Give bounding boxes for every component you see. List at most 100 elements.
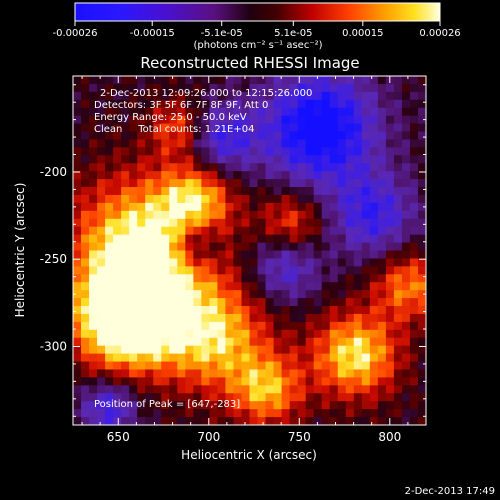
heatmap-cell: [321, 155, 331, 164]
heatmap-cell: [73, 202, 82, 212]
heatmap-cell: [137, 202, 146, 212]
heatmap-cell: [201, 266, 210, 275]
heatmap-cell: [321, 91, 331, 101]
heatmap-cell: [217, 321, 227, 331]
heatmap-cell: [257, 83, 267, 93]
heatmap-cell: [265, 99, 275, 109]
heatmap-cell: [401, 115, 411, 125]
heatmap-cell: [297, 218, 307, 228]
heatmap-cell: [97, 242, 106, 252]
heatmap-cell: [113, 107, 122, 117]
heatmap-cell: [273, 107, 283, 117]
heatmap-cell: [169, 187, 178, 196]
heatmap-cell: [321, 266, 331, 275]
heatmap-cell: [385, 234, 395, 244]
y-tick-label: -250: [40, 252, 67, 266]
heatmap-cell: [385, 313, 395, 323]
heatmap-cell: [345, 91, 355, 101]
heatmap-cell: [129, 290, 138, 299]
heatmap-cell: [185, 242, 194, 252]
heatmap-cell: [361, 99, 371, 109]
heatmap-cell: [409, 306, 419, 315]
heatmap-cell: [305, 187, 315, 196]
heatmap-cell: [121, 417, 130, 425]
heatmap-cell: [361, 401, 371, 410]
heatmap-cell: [305, 329, 315, 339]
heatmap-cell: [257, 155, 267, 164]
heatmap-cell: [377, 187, 387, 196]
heatmap-cell: [417, 393, 426, 402]
heatmap-cell: [273, 218, 283, 228]
heatmap-cell: [161, 234, 170, 244]
heatmap-cell: [105, 337, 114, 347]
heatmap-cell: [249, 258, 259, 267]
heatmap-cell: [185, 369, 194, 379]
heatmap-cell: [225, 107, 235, 117]
heatmap-cell: [129, 345, 138, 355]
heatmap-cell: [289, 107, 299, 117]
heatmap-cell: [225, 329, 235, 339]
heatmap-cell: [281, 298, 291, 307]
heatmap-cell: [233, 155, 243, 164]
x-tick-label: 700: [197, 430, 220, 444]
heatmap-cell: [137, 155, 146, 164]
heatmap-cell: [393, 107, 403, 117]
heatmap-cell: [81, 417, 90, 425]
heatmap-cell: [417, 179, 426, 188]
heatmap-cell: [129, 147, 138, 156]
heatmap-cell: [73, 123, 82, 133]
heatmap-cell: [409, 393, 419, 402]
heatmap-cell: [185, 107, 194, 117]
heatmap-cell: [89, 179, 98, 188]
heatmap-cell: [185, 115, 194, 125]
heatmap-cell: [353, 218, 363, 228]
heatmap-cell: [345, 369, 355, 379]
heatmap-cell: [153, 210, 162, 220]
heatmap-cell: [377, 361, 387, 371]
heatmap-cell: [209, 194, 219, 204]
heatmap-cell: [281, 417, 291, 425]
heatmap-cell: [417, 266, 426, 275]
heatmap-cell: [81, 313, 90, 323]
heatmap-cell: [169, 171, 178, 180]
heatmap-cell: [377, 321, 387, 331]
heatmap-cell: [321, 179, 331, 188]
heatmap-cell: [401, 266, 411, 275]
heatmap-cell: [129, 321, 138, 331]
heatmap-cell: [289, 76, 299, 85]
heatmap-cell: [225, 258, 235, 267]
heatmap-cell: [257, 282, 267, 291]
heatmap-cell: [281, 377, 291, 386]
heatmap-cell: [241, 385, 251, 394]
heatmap-cell: [369, 187, 379, 196]
heatmap-cell: [409, 266, 419, 275]
heatmap-cell: [369, 345, 379, 355]
heatmap-cell: [153, 202, 162, 212]
heatmap-cell: [417, 234, 426, 244]
heatmap-cell: [209, 385, 219, 394]
heatmap-cell: [337, 171, 347, 180]
heatmap-cell: [393, 290, 403, 299]
heatmap-cell: [409, 401, 419, 410]
heatmap-cell: [161, 202, 170, 212]
heatmap-cell: [177, 107, 186, 117]
heatmap-cell: [201, 194, 210, 204]
heatmap-cell: [329, 345, 339, 355]
heatmap-cell: [265, 329, 275, 339]
heatmap-cell: [385, 361, 395, 371]
heatmap-cell: [113, 83, 122, 93]
heatmap-cell: [273, 337, 283, 347]
heatmap-cell: [329, 329, 339, 339]
heatmap-cell: [185, 163, 194, 172]
heatmap-cell: [97, 377, 106, 386]
heatmap-cell: [353, 194, 363, 204]
heatmap-cell: [169, 131, 178, 141]
heatmap-cell: [321, 83, 331, 93]
heatmap-cell: [265, 401, 275, 410]
heatmap-cell: [201, 99, 210, 109]
heatmap-cell: [161, 250, 170, 260]
heatmap-cell: [81, 83, 90, 93]
heatmap-cell: [369, 353, 379, 363]
heatmap-cell: [345, 409, 355, 418]
heatmap-cell: [305, 417, 315, 425]
